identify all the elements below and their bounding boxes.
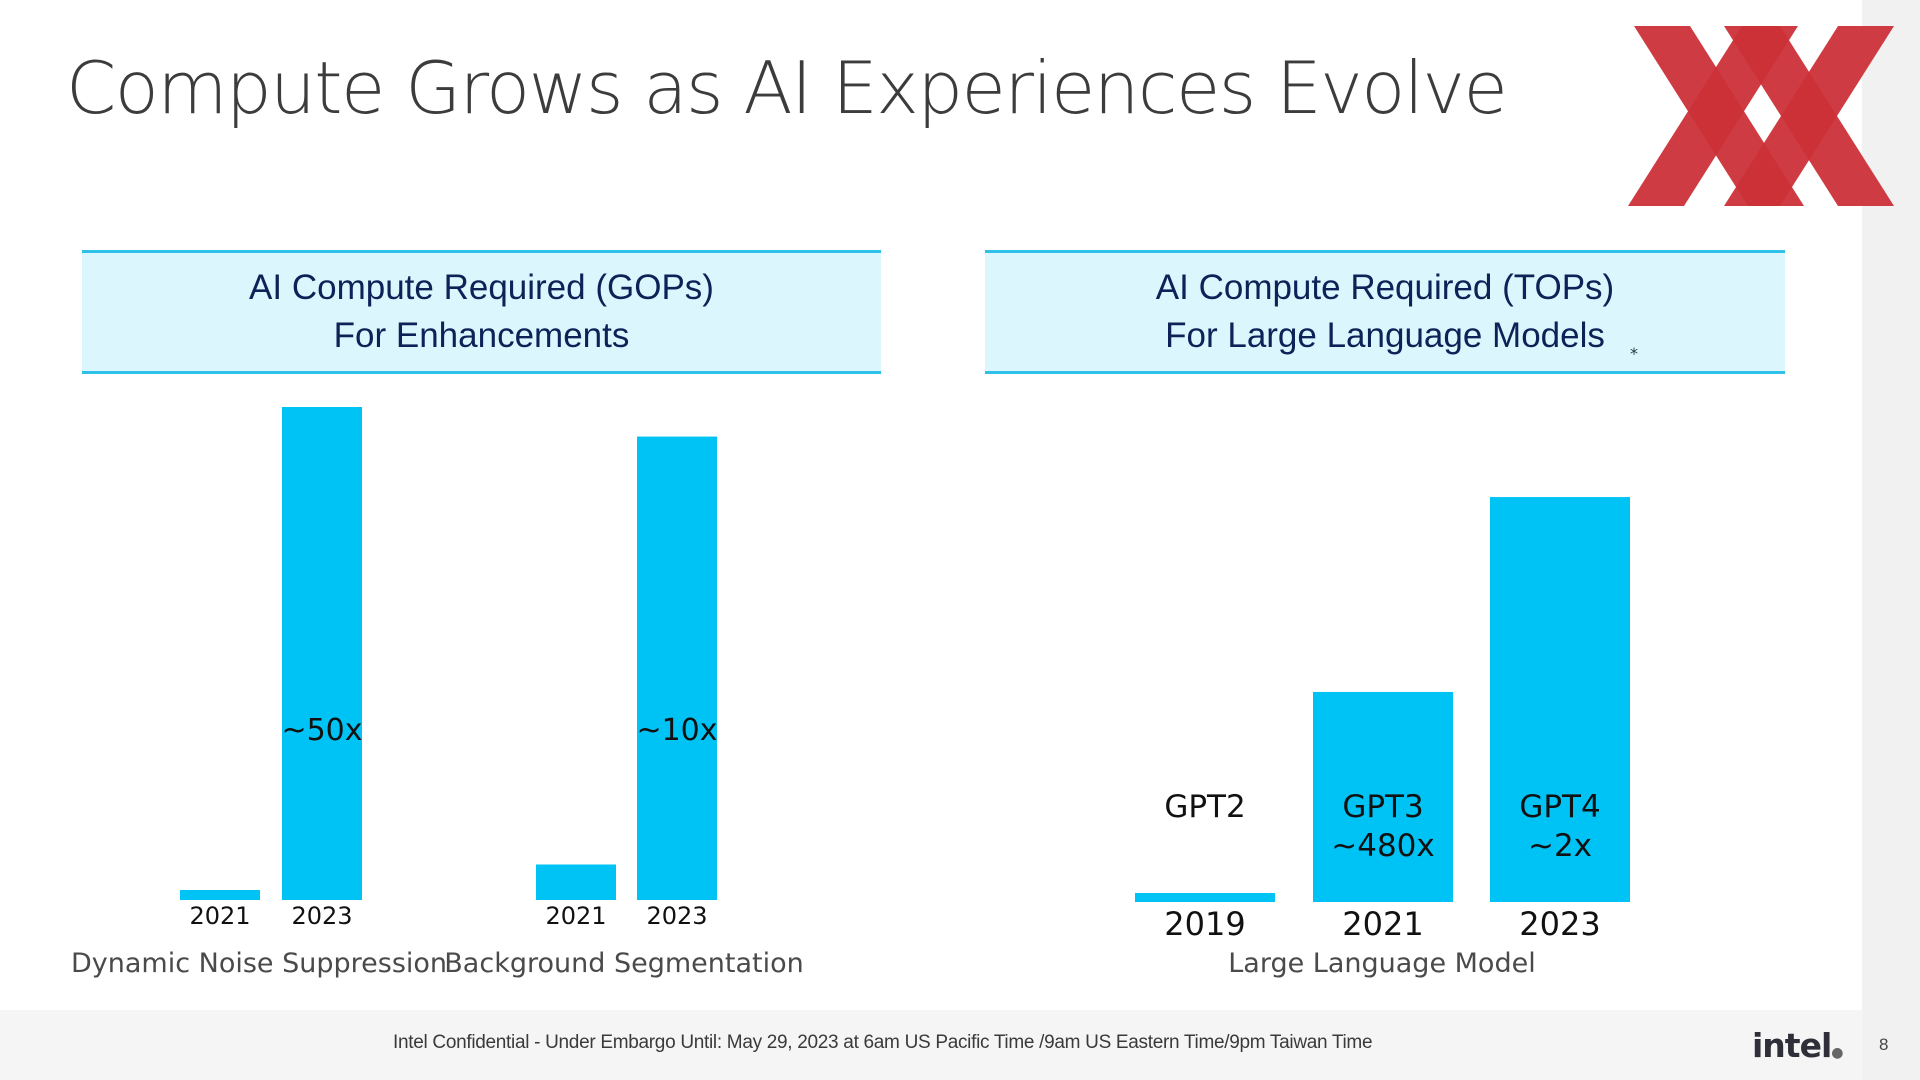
header-line-2: For Enhancements <box>333 316 630 355</box>
bar-annotation: ~2x <box>1528 828 1592 864</box>
x-tick-label: 2021 <box>545 902 606 930</box>
header-enhancements: AI Compute Required (GOPs) For Enhanceme… <box>82 250 881 374</box>
header-line-2: For Large Language Models <box>1165 316 1605 355</box>
header-line-1: AI Compute Required (TOPs) <box>1155 268 1615 307</box>
intel-wordmark: intel <box>1752 1026 1832 1065</box>
bar-llm-2019 <box>1135 893 1275 902</box>
bar-dynamic-noise-suppression-2021 <box>180 890 260 900</box>
header-line-1: AI Compute Required (GOPs) <box>249 268 714 307</box>
intel-logo-dot: ● <box>1831 1045 1843 1061</box>
x-tick-label: 2023 <box>291 902 352 930</box>
x-tick-label: 2023 <box>1519 905 1600 943</box>
bar-annotation: ~10x <box>636 713 717 748</box>
x-tick-label: 2021 <box>1342 905 1423 943</box>
bar-model-label: GPT4 <box>1519 789 1600 825</box>
bar-llm-2023 <box>1490 497 1630 902</box>
footer-band <box>0 1010 1862 1080</box>
x-tick-label: 2021 <box>189 902 250 930</box>
footnote-asterisk: * <box>1630 344 1638 363</box>
bar-model-label: GPT3 <box>1342 789 1423 825</box>
bar-llm-2021 <box>1313 691 1453 902</box>
bar-background-segmentation-2023 <box>637 436 717 900</box>
bar-dynamic-noise-suppression-2023 <box>282 407 362 900</box>
slide-title: Compute Grows as AI Experiences Evolve <box>66 46 1508 130</box>
header-llm: AI Compute Required (TOPs) For Large Lan… <box>985 250 1785 374</box>
x-tick-label: 2019 <box>1164 905 1245 943</box>
footer-confidential: Intel Confidential - Under Embargo Until… <box>393 1032 1373 1053</box>
xx-logo-icon <box>1628 26 1894 206</box>
group-label: Dynamic Noise Suppression <box>71 948 447 979</box>
page-number: 8 <box>1879 1035 1889 1054</box>
bar-model-label: GPT2 <box>1164 789 1245 825</box>
group-label: Background Segmentation <box>444 948 803 979</box>
bar-annotation: ~50x <box>281 713 362 748</box>
bar-annotation: ~480x <box>1331 828 1435 864</box>
intel-logo: intel● <box>1752 1026 1844 1065</box>
logo-stroke <box>1724 26 1894 206</box>
x-tick-label: 2023 <box>646 902 707 930</box>
bar-background-segmentation-2021 <box>536 864 616 900</box>
x-axis-label: Large Language Model <box>1228 948 1535 979</box>
